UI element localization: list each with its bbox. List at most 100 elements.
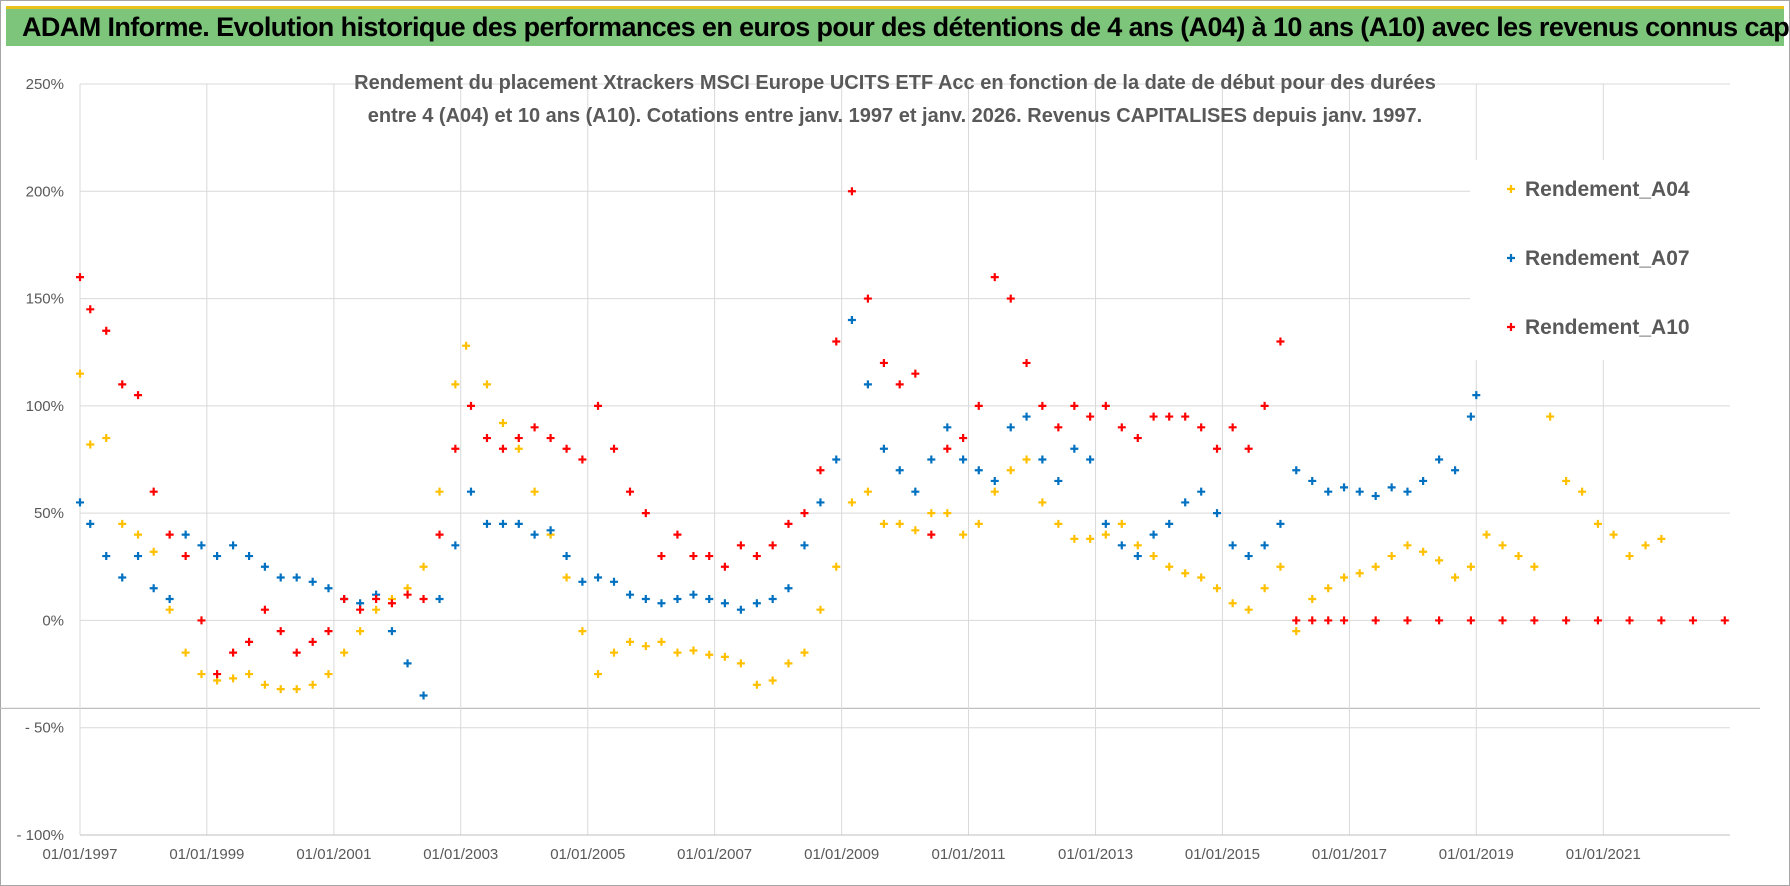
data-point [752, 552, 761, 561]
data-point [118, 573, 127, 582]
data-point [974, 519, 983, 528]
data-point [514, 519, 523, 528]
data-point [1451, 573, 1460, 582]
data-point [1593, 616, 1602, 625]
data-point [1197, 423, 1206, 432]
data-point [102, 434, 111, 443]
data-point [816, 498, 825, 507]
y-tick-label: 50% [34, 505, 64, 522]
data-point [657, 552, 666, 561]
data-point [1403, 541, 1412, 550]
data-point [181, 552, 190, 561]
data-point [514, 444, 523, 453]
x-tick-label: 01/01/2009 [804, 846, 879, 863]
data-point [1324, 616, 1333, 625]
x-tick-label: 01/01/2021 [1566, 846, 1641, 863]
data-point [149, 487, 158, 496]
data-point [1562, 476, 1571, 485]
data-point [498, 444, 507, 453]
data-point [641, 594, 650, 603]
y-tick-label: 200% [26, 183, 64, 200]
x-tick-label: 01/01/2013 [1058, 846, 1133, 863]
data-point [118, 519, 127, 528]
data-point [102, 552, 111, 561]
data-point [927, 455, 936, 464]
data-point [689, 590, 698, 599]
data-point [1498, 616, 1507, 625]
data-point [1530, 616, 1539, 625]
data-point [462, 341, 471, 350]
data-point [308, 637, 317, 646]
data-point [482, 434, 491, 443]
data-point [1308, 616, 1317, 625]
data-point [1133, 541, 1142, 550]
data-point [641, 509, 650, 518]
data-point [451, 541, 460, 550]
data-point [76, 273, 84, 282]
data-point [784, 659, 793, 668]
data-point [1022, 412, 1031, 421]
data-point [1419, 547, 1428, 556]
data-point [990, 487, 999, 496]
data-point [245, 552, 254, 561]
y-tick-label: - 100% [16, 827, 64, 844]
data-point [1228, 541, 1237, 550]
data-point [1371, 616, 1380, 625]
y-tick-label: 250% [26, 76, 64, 93]
data-point [260, 680, 269, 689]
data-point [752, 599, 761, 608]
data-point [1609, 530, 1618, 539]
data-point [1324, 584, 1333, 593]
data-point [562, 444, 571, 453]
data-point [1308, 594, 1317, 603]
data-point [102, 326, 111, 335]
data-point [1292, 627, 1301, 636]
data-point [943, 509, 952, 518]
x-tick-label: 01/01/2005 [550, 846, 625, 863]
data-point [657, 599, 666, 608]
data-point [466, 401, 475, 410]
data-point [610, 648, 619, 657]
data-point [1498, 541, 1507, 550]
data-point [435, 530, 444, 539]
data-point [1038, 401, 1047, 410]
data-point [356, 627, 365, 636]
data-point [594, 670, 603, 679]
x-tick-label: 01/01/2019 [1439, 846, 1514, 863]
data-point [1625, 552, 1634, 561]
header-banner: ADAM Informe. Evolution historique des p… [6, 6, 1790, 46]
data-point [562, 573, 571, 582]
data-point [1022, 358, 1031, 367]
data-point [863, 380, 872, 389]
data-point [1546, 412, 1555, 421]
data-point [419, 594, 428, 603]
data-point [340, 648, 349, 657]
data-point [276, 573, 285, 582]
data-point [1340, 573, 1349, 582]
data-point [419, 562, 428, 571]
data-point [720, 562, 729, 571]
chart-title-line-1: Rendement du placement Xtrackers MSCI Eu… [354, 72, 1436, 94]
data-point [832, 455, 841, 464]
data-point [784, 584, 793, 593]
data-point [1482, 530, 1491, 539]
plot-area [76, 187, 1729, 700]
data-point [229, 674, 238, 683]
data-point [86, 305, 95, 314]
data-point [800, 648, 809, 657]
data-point [197, 616, 206, 625]
data-point [800, 509, 809, 518]
data-point [1276, 337, 1285, 346]
y-tick-label: 150% [26, 291, 64, 308]
data-point [1181, 569, 1190, 578]
data-point [451, 380, 460, 389]
y-tick-label: 0% [42, 612, 64, 629]
data-point [657, 637, 666, 646]
data-point [1419, 476, 1428, 485]
data-point [1213, 444, 1222, 453]
data-point [1260, 401, 1269, 410]
data-point [451, 444, 460, 453]
data-point [1181, 412, 1190, 421]
data-point [1260, 584, 1269, 593]
